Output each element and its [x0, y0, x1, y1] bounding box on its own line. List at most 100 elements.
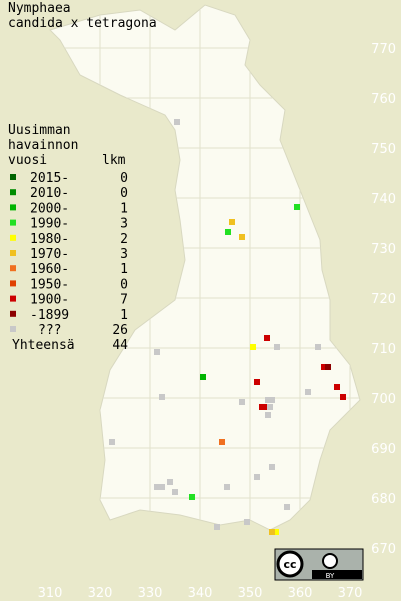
points	[109, 119, 346, 535]
legend-header: havainnon	[8, 138, 78, 153]
observation	[265, 397, 271, 403]
x-tick-label: 360	[288, 586, 313, 601]
legend-label: ???	[38, 323, 61, 338]
legend-count: 1	[120, 262, 128, 277]
observation	[200, 374, 206, 380]
legend-swatch	[10, 204, 16, 211]
legend-header: lkm	[102, 153, 126, 168]
observation	[273, 529, 279, 535]
x-tick-label: 350	[238, 586, 263, 601]
observation	[267, 404, 273, 410]
y-tick-label: 770	[371, 42, 396, 57]
observation	[265, 412, 271, 418]
observation	[167, 479, 173, 485]
observation	[250, 344, 256, 350]
observation	[219, 439, 225, 445]
legend-label: 1990-	[30, 217, 69, 232]
observation	[225, 229, 231, 235]
legend-count: 0	[120, 277, 128, 292]
y-tick-label: 670	[371, 542, 396, 557]
legend-swatch	[10, 310, 16, 317]
observation	[109, 439, 115, 445]
by-text: BY	[326, 572, 335, 580]
legend-label: 1900-	[30, 293, 69, 308]
legend-swatch	[10, 280, 16, 287]
legend-label: 1950-	[30, 277, 69, 292]
legend-swatch	[10, 250, 16, 256]
observation	[321, 364, 327, 370]
observation	[263, 404, 269, 410]
legend-swatch	[10, 174, 16, 180]
observation	[259, 404, 265, 410]
legend-label: 1960-	[30, 262, 69, 277]
legend-count: 1	[120, 201, 128, 216]
legend-swatch	[10, 265, 16, 272]
y-tick-label: 680	[371, 492, 396, 507]
x-tick-label: 330	[138, 586, 163, 601]
legend-label: -1899	[30, 308, 69, 323]
observation	[159, 394, 165, 400]
legend-label: 1970-	[30, 247, 69, 262]
observation	[269, 529, 275, 535]
observation	[305, 389, 311, 395]
observation	[229, 219, 235, 225]
observation	[239, 234, 245, 240]
observation	[244, 519, 250, 525]
observation	[254, 379, 260, 385]
observation	[214, 524, 220, 530]
legend-count: 3	[120, 247, 128, 262]
observation	[334, 384, 340, 390]
observation	[224, 484, 230, 490]
legend-label: 1980-	[30, 232, 69, 247]
legend-count: 1	[120, 308, 128, 323]
y-tick-label: 700	[371, 392, 396, 407]
legend-label: 2010-	[30, 186, 69, 201]
observation	[284, 504, 290, 510]
cc-icon	[276, 550, 304, 578]
legend-swatch	[10, 295, 16, 302]
observation	[254, 474, 260, 480]
x-tick-label: 340	[188, 586, 213, 601]
observation	[340, 394, 346, 400]
observation	[154, 484, 160, 490]
y-tick-label: 710	[371, 342, 396, 357]
x-tick-label: 370	[338, 586, 363, 601]
legend-label: 2000-	[30, 201, 69, 216]
title: candida x tetragona	[8, 16, 157, 31]
observation	[174, 119, 180, 125]
legend-count: 26	[112, 323, 128, 338]
cc-text: cc	[283, 558, 296, 571]
y-tick-label: 750	[371, 142, 396, 157]
legend-count: 7	[120, 293, 128, 308]
legend-swatch	[10, 326, 16, 332]
y-tick-label: 690	[371, 442, 396, 457]
observation	[159, 484, 165, 490]
legend-header: Uusimman	[8, 123, 71, 138]
y-tick-label: 720	[371, 292, 396, 307]
x-tick-label: 320	[88, 586, 113, 601]
legend-count: 2	[120, 232, 128, 247]
observation	[325, 364, 331, 370]
y-tick-label: 760	[371, 92, 396, 107]
observation	[269, 397, 275, 403]
total-label: Yhteensä	[12, 338, 75, 353]
badge-strip	[312, 570, 362, 579]
observation	[269, 464, 275, 470]
observation	[172, 489, 178, 495]
x-tick-label: 310	[38, 586, 63, 601]
by-icon	[322, 553, 338, 569]
observation	[154, 349, 160, 355]
legend-header: vuosi	[8, 153, 47, 168]
observation	[239, 399, 245, 405]
total-count: 44	[112, 338, 128, 353]
legend-swatch	[10, 234, 16, 241]
title: Nymphaea	[8, 1, 71, 16]
legend: Nymphaea candida x tetragona Uusimman ha…	[8, 1, 157, 353]
y-tick-label: 730	[371, 242, 396, 257]
legend-swatch	[10, 189, 16, 196]
observation	[274, 344, 280, 350]
observation	[294, 204, 300, 210]
observation	[189, 494, 195, 500]
y-tick-label: 740	[371, 192, 396, 207]
